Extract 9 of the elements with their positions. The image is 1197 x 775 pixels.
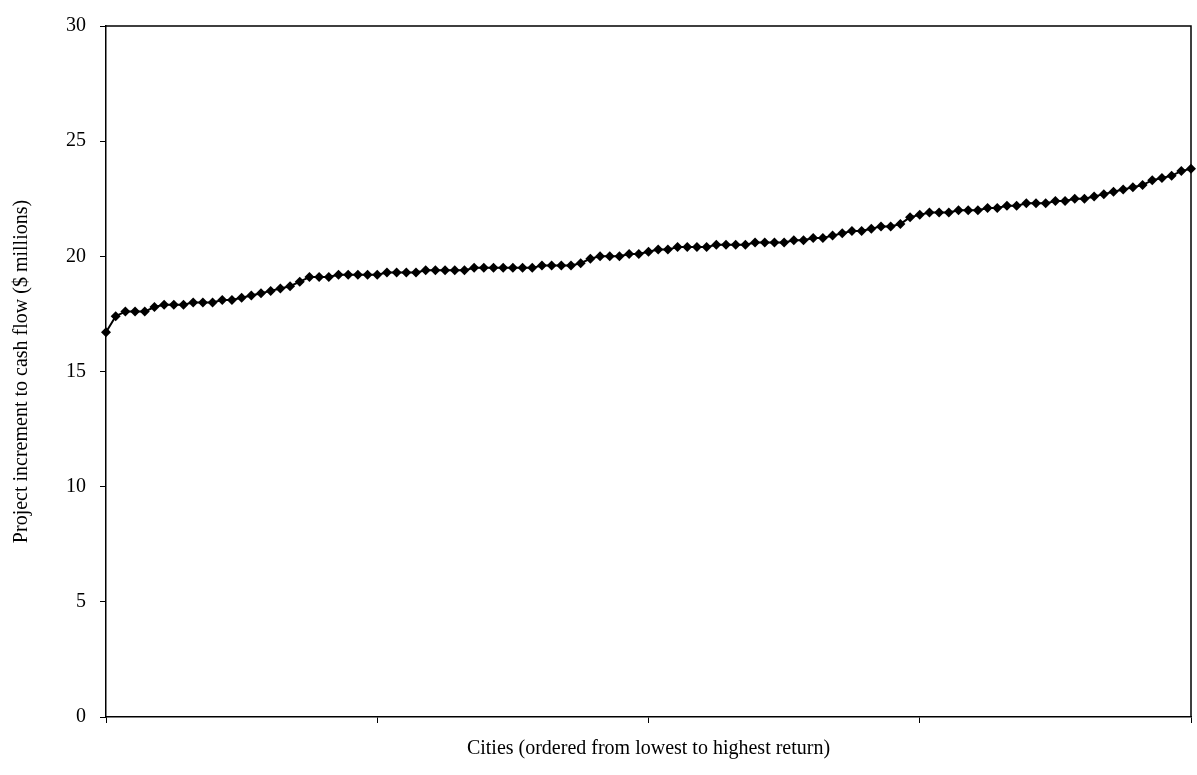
x-axis-title: Cities (ordered from lowest to highest return) <box>466 736 831 760</box>
y-tick-label: 10 <box>66 473 86 496</box>
y-tick-label: 0 <box>76 704 86 727</box>
y-tick-label: 30 <box>66 13 86 36</box>
y-tick-label: 25 <box>66 128 86 151</box>
y-axis-title: Project increment to cash flow ($ millions) <box>9 199 33 544</box>
y-tick-label: 15 <box>66 358 86 381</box>
y-tick-label: 5 <box>76 589 86 612</box>
y-tick-label: 20 <box>66 243 86 266</box>
